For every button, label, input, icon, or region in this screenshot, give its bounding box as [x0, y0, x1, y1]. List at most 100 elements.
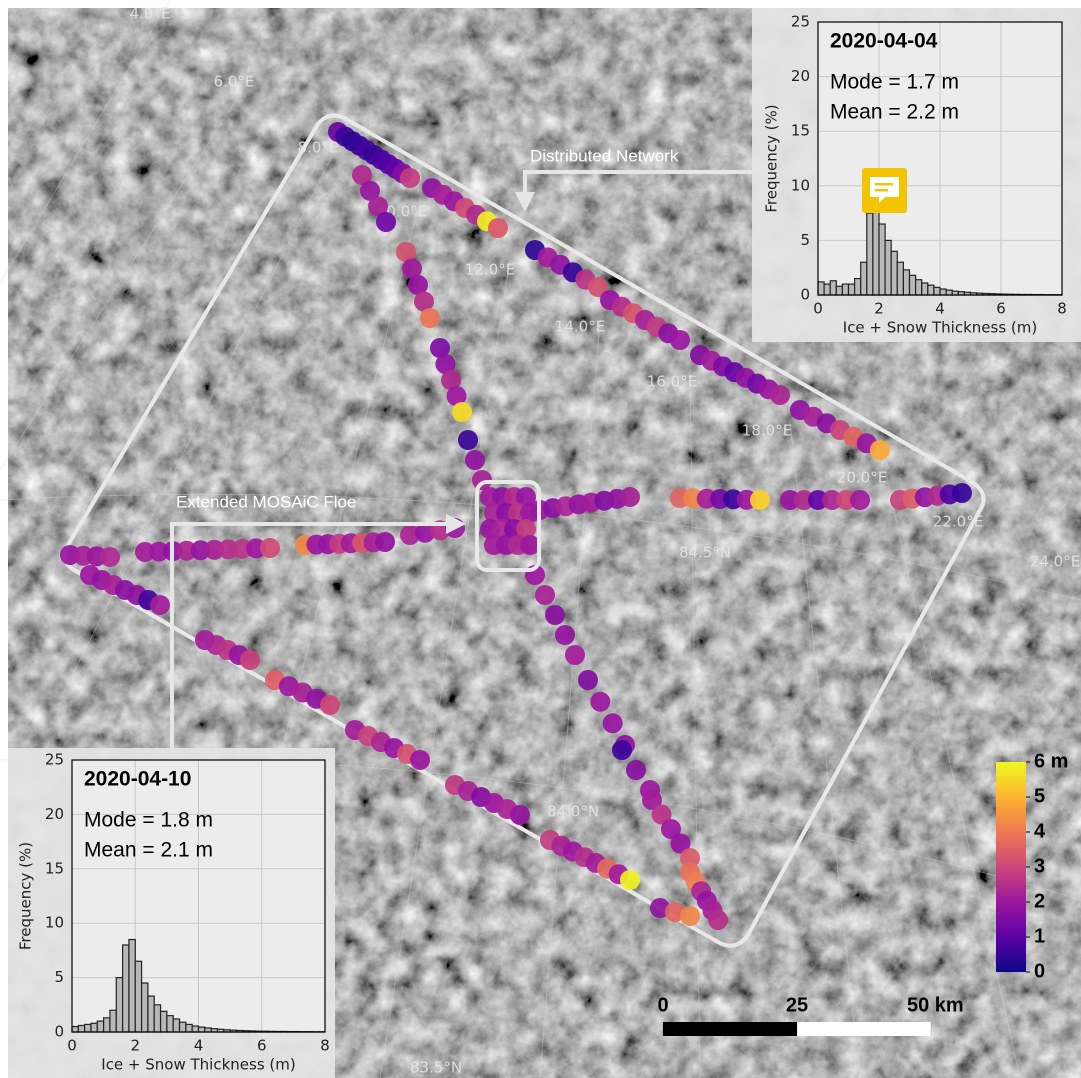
- histogram-bar: [835, 285, 843, 296]
- thickness-point: [651, 804, 672, 825]
- y-tick-label: 20: [45, 805, 64, 823]
- thickness-point: [100, 547, 120, 567]
- thickness-point: [135, 542, 155, 562]
- colorbar-gradient: [996, 762, 1026, 972]
- longitude-label: 12.0°E: [465, 261, 515, 279]
- longitude-label: 24.0°E: [1030, 553, 1080, 571]
- colorbar-tick-label: 1: [1034, 925, 1045, 947]
- longitude-label: 16.0°E: [647, 373, 697, 391]
- thickness-point: [320, 695, 340, 715]
- floe-arrow: [170, 514, 466, 748]
- thickness-point: [670, 330, 690, 350]
- thickness-point: [642, 790, 662, 810]
- histogram-bar: [933, 286, 941, 296]
- histogram-bar: [817, 281, 825, 296]
- y-axis-label: Frequency (%): [763, 104, 781, 212]
- histogram-bar: [884, 239, 892, 296]
- tracks: [60, 122, 972, 930]
- thickness-point: [750, 490, 770, 510]
- thickness-point: [612, 740, 632, 760]
- thickness-point: [150, 595, 170, 615]
- histogram-bar: [860, 261, 868, 296]
- latitude-label: 84.5°N: [679, 544, 731, 562]
- scale-bar: 0 25 50 km: [657, 994, 964, 1036]
- thickness-point: [368, 196, 388, 217]
- thickness-point: [240, 650, 260, 670]
- histogram-bar: [109, 1009, 117, 1033]
- y-tick-label: 0: [800, 286, 810, 304]
- y-axis-label: Frequency (%): [17, 842, 35, 950]
- histogram-bar: [128, 938, 136, 1033]
- histogram-bar: [939, 288, 947, 296]
- histogram-bar: [908, 274, 917, 296]
- mean-text: Mean = 2.1 m: [84, 839, 213, 862]
- colorbar-tick-label: 6 m: [1034, 750, 1068, 772]
- thickness-point: [414, 291, 434, 312]
- colorbar-tick-label: 5: [1034, 785, 1045, 807]
- thickness-point: [565, 645, 585, 665]
- histogram-bar: [159, 1010, 168, 1033]
- x-tick-label: 4: [194, 1037, 204, 1055]
- x-axis-label: Ice + Snow Thickness (m): [843, 319, 1037, 337]
- thickness-point: [650, 898, 670, 918]
- histogram-bar: [178, 1021, 187, 1033]
- histogram-bar: [890, 250, 898, 296]
- inset-histogram: 0 5 10 15 20 25 0 2 4 6 8 2020-04-04 Mode = 1.7 m Mea…: [752, 8, 1081, 342]
- thickness-point: [588, 277, 608, 297]
- mode-text: Mode = 1.7 m: [830, 71, 959, 94]
- network-arrow: [515, 170, 752, 212]
- histogram-bar: [829, 280, 837, 296]
- thickness-point: [520, 535, 540, 555]
- colorbar-tick-label: 4: [1034, 820, 1046, 842]
- scale-segment: [663, 1022, 797, 1036]
- thickness-point: [410, 750, 430, 770]
- longitude-label: 4.0°E: [130, 5, 171, 23]
- y-tick-label: 15: [45, 859, 64, 877]
- histogram-bar: [96, 1020, 105, 1033]
- histogram-bar: [853, 278, 862, 296]
- inset-title: 2020-04-04: [830, 30, 938, 53]
- thickness-point: [555, 625, 575, 645]
- thickness-point: [465, 450, 485, 470]
- histogram-bar: [204, 1027, 212, 1033]
- scale-label: 0: [657, 994, 668, 1016]
- thickness-point: [246, 538, 267, 559]
- thickness-point: [808, 490, 828, 510]
- histogram-bar: [77, 1024, 86, 1033]
- thickness-point: [510, 805, 530, 825]
- histogram-bar: [84, 1023, 92, 1033]
- longitude-label: 6.0°E: [214, 73, 255, 91]
- x-axis-label: Ice + Snow Thickness (m): [101, 1056, 295, 1074]
- thickness-point: [445, 518, 465, 538]
- histogram-bar: [140, 982, 149, 1033]
- y-tick-label: 5: [54, 968, 64, 986]
- comment-icon[interactable]: [862, 168, 907, 213]
- colorbar: 0 1 2 3 4 5 6 m: [996, 750, 1068, 982]
- thickness-point: [836, 490, 856, 510]
- thickness-point: [458, 430, 478, 450]
- histogram-bar: [914, 279, 923, 296]
- histogram-bar: [945, 289, 953, 296]
- thickness-point: [590, 691, 611, 712]
- histogram-bar: [121, 944, 130, 1033]
- x-tick-label: 0: [67, 1037, 77, 1055]
- x-tick-label: 2: [874, 300, 884, 318]
- longitude-label: 18.0°E: [742, 422, 792, 440]
- plot-frame: [817, 21, 1063, 296]
- geo-labels: 4.0°E6.0°E8.0°E10.0°E12.0°E14.0°E16.0°E1…: [130, 5, 1081, 1077]
- histogram-bar: [878, 223, 886, 296]
- histogram-bar: [103, 1017, 111, 1033]
- histogram-bar: [90, 1022, 98, 1033]
- thickness-point: [420, 308, 440, 328]
- scale-label: 50 km: [907, 994, 964, 1016]
- thickness-point: [578, 670, 598, 690]
- thickness-point: [396, 242, 416, 262]
- thickness-point: [665, 902, 685, 922]
- thickness-point: [452, 402, 472, 422]
- histogram-bar: [823, 283, 831, 296]
- histogram-bar: [147, 995, 155, 1033]
- histogram-bar: [134, 960, 143, 1033]
- histogram-bar: [927, 284, 935, 296]
- histogram-bar: [866, 212, 874, 296]
- thickness-point: [680, 906, 700, 926]
